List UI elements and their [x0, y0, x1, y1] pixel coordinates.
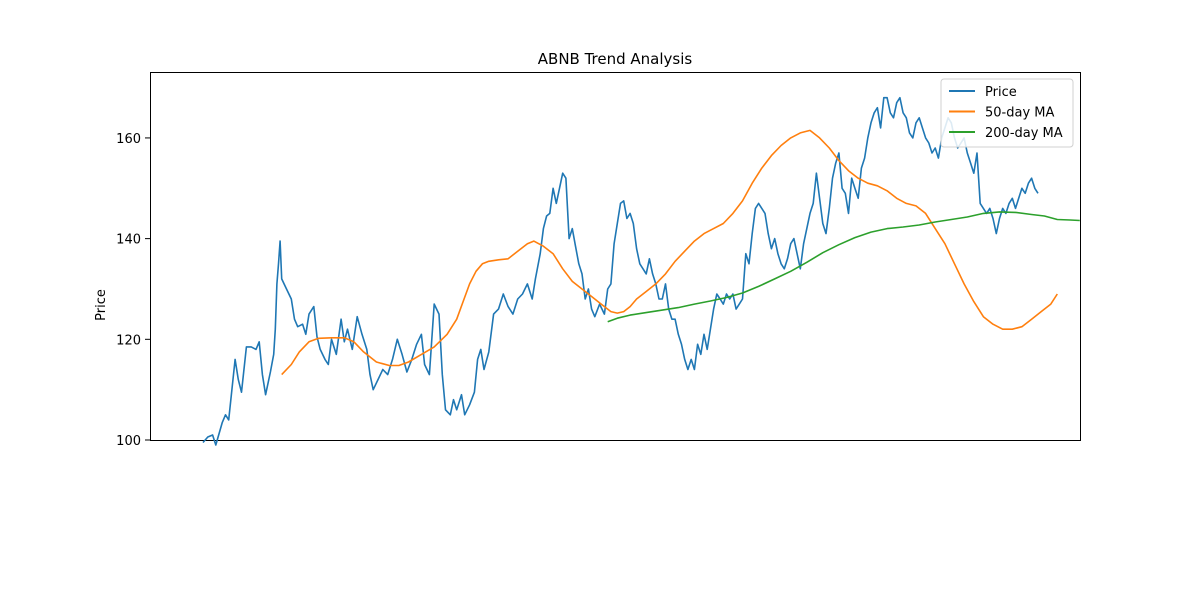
legend-box: [940, 78, 1074, 148]
y-tick-label: 100: [116, 434, 141, 449]
plot-area: [150, 72, 1081, 446]
legend-label: 50-day MA: [985, 106, 1054, 121]
y-tick-label: 140: [116, 233, 141, 248]
series-layer: [202, 96, 1080, 446]
series-line-200-day-ma: [607, 211, 1080, 323]
y-axis-title: Price: [94, 289, 109, 321]
chart-title: ABNB Trend Analysis: [538, 50, 693, 68]
legend-label: 200-day MA: [985, 126, 1063, 141]
y-tick-label: 160: [116, 132, 141, 147]
plot-frame: [150, 72, 1081, 441]
legend: Price 50-day MA 200-day MA: [940, 78, 1074, 148]
legend-label: Price: [985, 85, 1017, 100]
y-tick-label: 120: [116, 333, 141, 348]
series-line-50-day-ma: [281, 129, 1058, 376]
y-axis-ticks: 100 120 140 160: [116, 132, 150, 449]
